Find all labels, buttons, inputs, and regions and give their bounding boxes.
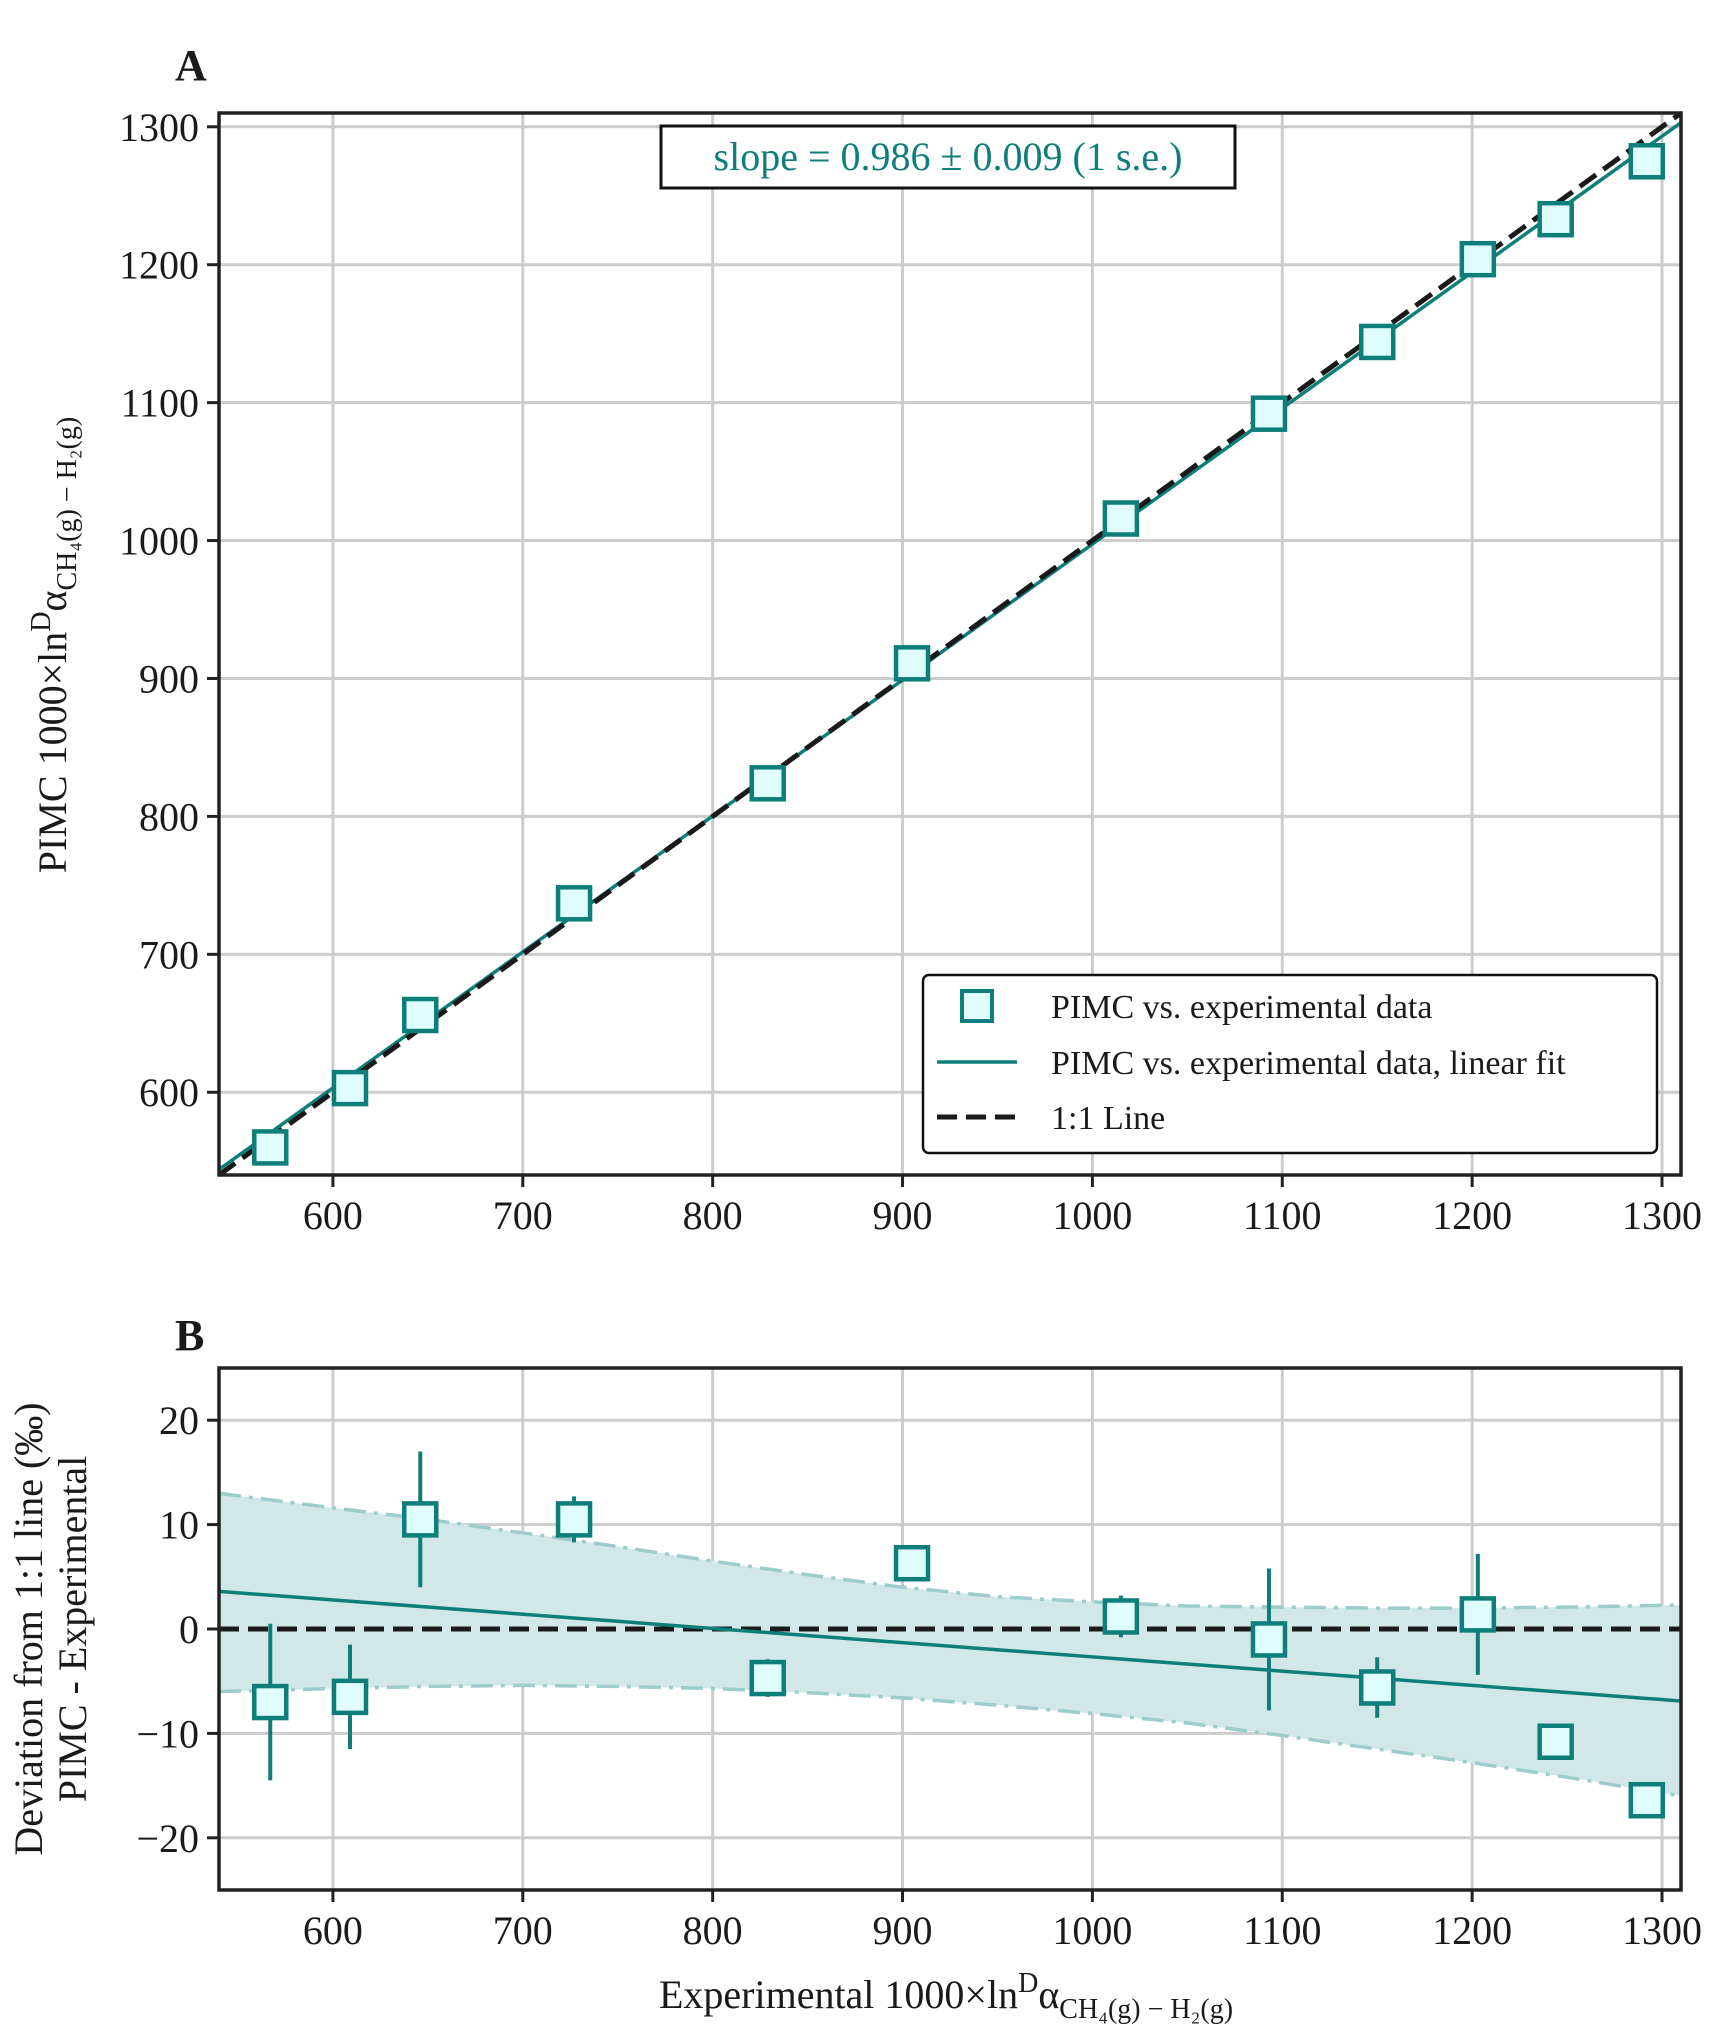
panel-a-frame	[217, 111, 1683, 1177]
data-point	[1358, 323, 1396, 361]
panel-a-lines	[219, 113, 1681, 1175]
panel-b-letter: B	[175, 1311, 204, 1360]
legend-label-fit: PIMC vs. experimental data, linear fit	[1051, 1045, 1566, 1082]
a-y-tick-label: 1100	[120, 381, 199, 426]
a-x-tick-label: 600	[303, 1193, 363, 1238]
residual-fit-line	[219, 1589, 1681, 1703]
b-x-tick-label: 900	[873, 1908, 933, 1953]
residual-point	[252, 1683, 289, 1721]
data-point	[1250, 395, 1288, 432]
panel-b-points	[252, 1451, 1666, 1819]
b-x-tick-label: 700	[493, 1908, 553, 1953]
a-y-tick-label: 1000	[119, 519, 199, 564]
b-x-tick-label: 600	[303, 1908, 363, 1953]
residual-point	[893, 1544, 931, 1582]
residual-point	[1628, 1781, 1666, 1819]
residual-point	[1459, 1596, 1497, 1633]
residual-point	[555, 1501, 593, 1538]
a-x-tick-label: 900	[873, 1193, 933, 1238]
b-y-tick-label: 0	[179, 1607, 199, 1652]
panel-a: A 600 700 800 900 1000 1100 1200 1300 600 700 800…	[26, 41, 1702, 1238]
data-point	[1628, 143, 1666, 180]
panel-b-y-axis-title-line1: Deviation from 1:1 line (‰)	[6, 1402, 51, 1855]
legend-label-data: PIMC vs. experimental data	[1051, 989, 1432, 1026]
panel-a-y-title-sup: D	[26, 611, 57, 631]
panel-b-x-title-sub: CH₄(g) − H₂(g)	[1059, 1994, 1233, 2025]
data-point	[893, 645, 931, 682]
b-y-tick-label: −20	[136, 1816, 199, 1861]
slope-annotation: slope = 0.986 ± 0.009 (1 s.e.)	[714, 134, 1183, 179]
a-x-tick-label: 1200	[1432, 1193, 1512, 1238]
panel-b-lines	[219, 1589, 1681, 1703]
panel-b-x-axis-title: Experimental 1000×lnDαCH₄(g) − H₂(g)	[659, 1968, 1233, 2025]
panel-b-x-ticks: 600 700 800 900 1000 1100 1200 1300	[303, 1890, 1702, 1953]
residual-point	[1102, 1598, 1140, 1635]
a-y-tick-label: 1300	[119, 105, 199, 150]
panel-a-grid	[219, 113, 1681, 1175]
confidence-band-lower	[219, 1683, 1681, 1798]
residual-point	[1250, 1621, 1288, 1658]
panel-a-y-title-alpha: α	[30, 590, 75, 611]
data-point	[1537, 200, 1574, 238]
a-y-tick-label: 900	[139, 656, 199, 701]
b-x-tick-label: 1300	[1622, 1908, 1702, 1953]
b-x-tick-label: 1200	[1432, 1908, 1512, 1953]
residual-point	[331, 1678, 369, 1716]
b-y-tick-label: 20	[159, 1398, 199, 1443]
b-x-tick-label: 1100	[1243, 1908, 1322, 1953]
panel-b-x-title-prefix: Experimental 1000×ln	[659, 1972, 1018, 2017]
data-point	[402, 996, 439, 1034]
b-y-tick-label: −10	[136, 1711, 199, 1756]
legend-label-one-to-one: 1:1 Line	[1051, 1100, 1165, 1137]
b-y-tick-label: 10	[159, 1503, 199, 1548]
panel-a-letter: A	[175, 41, 207, 90]
residual-point	[1537, 1723, 1574, 1761]
slope-annotation-box	[659, 124, 1237, 190]
legend: PIMC vs. experimental data PIMC vs. expe…	[921, 973, 1659, 1155]
data-point	[749, 765, 786, 802]
residual-point	[749, 1659, 786, 1697]
a-x-tick-label: 700	[493, 1193, 553, 1238]
panel-a-y-ticks: 600 700 800 900 1000 1100 1200 1300	[119, 105, 219, 1115]
b-x-tick-label: 800	[683, 1908, 743, 1953]
b-x-tick-label: 1000	[1052, 1908, 1132, 1953]
one-to-one-line	[219, 113, 1681, 1175]
legend-box	[921, 973, 1659, 1155]
a-y-tick-label: 1200	[119, 243, 199, 288]
panel-b-y-ticks: 20 10 0 −10 −20	[136, 1398, 219, 1861]
a-x-tick-label: 1300	[1622, 1193, 1702, 1238]
panel-b-y-axis-title-line2: PIMC - Experimental	[50, 1456, 95, 1803]
a-x-tick-label: 1100	[1243, 1193, 1322, 1238]
legend-marker-swatch	[960, 989, 994, 1023]
panel-a-y-title-prefix: PIMC 1000×ln	[30, 632, 75, 873]
a-x-tick-label: 800	[683, 1193, 743, 1238]
panel-a-points	[252, 143, 1666, 1166]
panel-a-x-ticks: 600 700 800 900 1000 1100 1200 1300	[303, 1175, 1702, 1238]
a-y-tick-label: 600	[139, 1070, 199, 1115]
data-point	[1459, 240, 1497, 278]
panel-b: B 600 700 800 900 1000 1100 1200 1300 20 10 0 −10 −…	[6, 1311, 1702, 2025]
data-point	[331, 1069, 369, 1107]
a-y-tick-label: 800	[139, 794, 199, 839]
confidence-band-upper	[219, 1491, 1681, 1610]
residual-point	[402, 1501, 439, 1538]
a-y-tick-label: 700	[139, 932, 199, 977]
panel-a-y-title-sub: CH₄(g) − H₂(g)	[52, 417, 83, 591]
data-point	[252, 1129, 289, 1166]
data-point	[1102, 500, 1140, 537]
a-x-tick-label: 1000	[1052, 1193, 1132, 1238]
residual-point	[1358, 1669, 1396, 1706]
panel-b-x-title-sup: D	[1018, 1968, 1038, 1999]
panel-a-y-axis-title: PIMC 1000×lnDαCH₄(g) − H₂(g)	[26, 417, 83, 873]
panel-b-x-title-alpha: α	[1038, 1972, 1059, 2017]
data-point	[555, 885, 593, 922]
